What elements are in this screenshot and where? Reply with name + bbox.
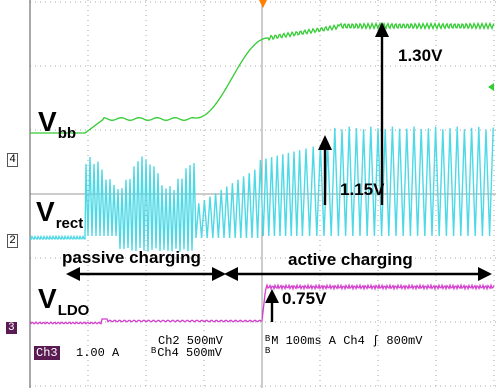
vldo-label: VLDO [38, 285, 89, 325]
vbb-label-sub: bb [58, 125, 76, 142]
vbb-label-main: V [38, 106, 57, 137]
channel-3-marker[interactable]: 3 [6, 322, 17, 334]
trigger-marker [259, 0, 267, 8]
arrow-075 [265, 289, 279, 322]
channel-4-marker[interactable]: 4 [7, 153, 18, 167]
label-115v: 1.15V [340, 181, 384, 199]
arrow-passive [66, 267, 226, 281]
vrect-label: Vrect [36, 198, 83, 238]
timebase-trigger-readout: ᴮM 100ms A Ch4 ʃ 800mV [264, 335, 422, 348]
label-075v: 0.75V [282, 290, 326, 308]
offscreen-trace-arrow [488, 83, 494, 91]
vrect-label-sub: rect [56, 215, 84, 232]
vldo-label-main: V [38, 283, 57, 314]
ch3-status-badge: Ch3 [34, 346, 60, 360]
label-130v: 1.30V [398, 47, 442, 65]
channel-2-marker[interactable]: 2 [7, 234, 18, 248]
vldo-label-sub: LDO [58, 302, 90, 319]
vbb-label: Vbb [38, 108, 76, 148]
ch4-scale: ᴮCh4 500mV [150, 347, 222, 360]
label-active-charging: active charging [288, 251, 413, 269]
bandwidth-mark: ᴮ [264, 347, 271, 360]
ch3-scale: 1.00 A [76, 347, 119, 360]
label-passive-charging: passive charging [62, 249, 201, 267]
arrow-active [224, 267, 492, 281]
vrect-label-main: V [36, 196, 55, 227]
